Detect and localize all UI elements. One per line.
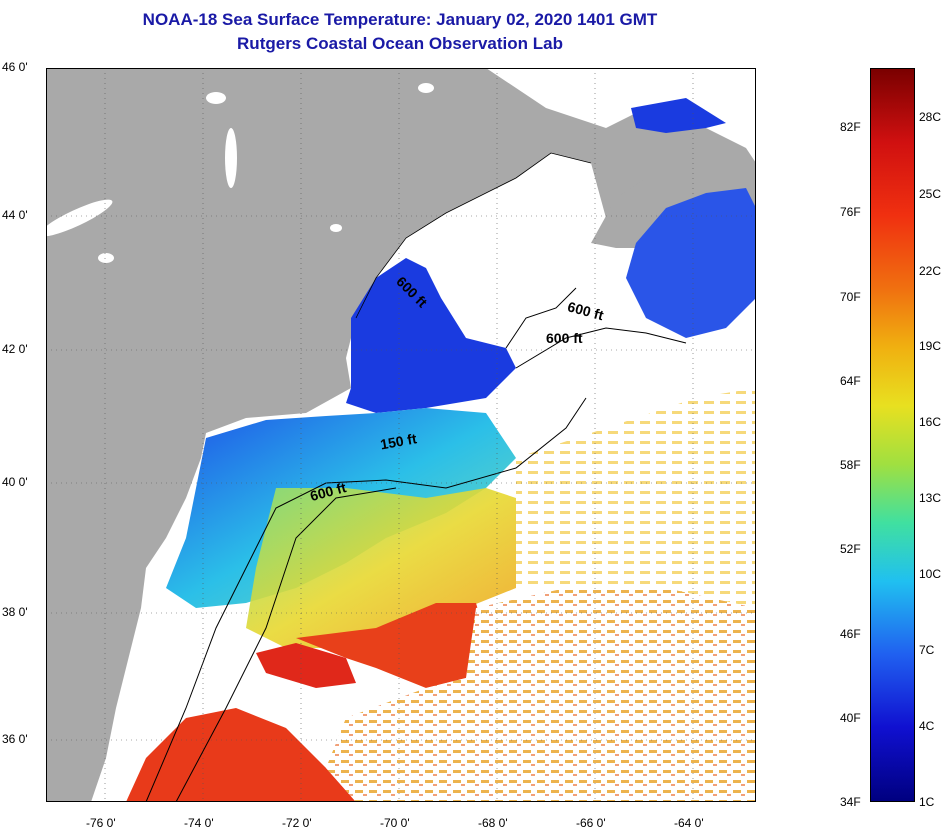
colorbar-f-label: 46F	[840, 627, 861, 641]
coastline	[355, 152, 592, 319]
gulf-stream-eddy	[256, 643, 356, 688]
lon-label: -64 0'	[674, 816, 704, 830]
lon-label: -68 0'	[478, 816, 508, 830]
colorbar-c-label: 1C	[919, 795, 935, 809]
colorbar-c-label: 10C	[919, 567, 942, 581]
lon-label: -70 0'	[380, 816, 410, 830]
colorbar-f-label: 40F	[840, 711, 861, 725]
map-title: NOAA-18 Sea Surface Temperature: January…	[142, 10, 658, 29]
lat-label: 42 0'	[2, 342, 28, 356]
colorbar-c-label: 19C	[919, 339, 942, 353]
lon-label: -74 0'	[184, 816, 214, 830]
gulf-stream-core	[296, 603, 486, 688]
map-border	[46, 68, 756, 802]
sst-map: 600 ft 600 ft 600 ft 150 ft 600 ft	[39, 68, 756, 803]
lon-label: -76 0'	[86, 816, 116, 830]
cold-water-gulf-of-maine	[346, 258, 516, 413]
map-subtitle: Rutgers Coastal Ocean Observation Lab	[237, 34, 563, 53]
lat-label: 36 0'	[2, 732, 28, 746]
colorbar-f-label: 70F	[840, 290, 861, 304]
colorbar-f-label: 34F	[840, 795, 861, 809]
colorbar-c-label: 22C	[919, 264, 942, 278]
colorbar-f-label: 58F	[840, 458, 861, 472]
colorbar-c-label: 25C	[919, 187, 942, 201]
lon-label: -72 0'	[282, 816, 312, 830]
isobath-label: 150 ft	[379, 430, 418, 452]
colorbar-f-label: 52F	[840, 542, 861, 556]
lat-label: 38 0'	[2, 605, 28, 619]
colorbar-f-label: 64F	[840, 374, 861, 388]
cold-water-nova-scotia	[626, 188, 756, 338]
colorbar-c-label: 13C	[919, 491, 942, 505]
lat-label: 40 0'	[2, 475, 28, 489]
lat-label: 44 0'	[2, 208, 28, 222]
cold-water-scotian	[631, 98, 726, 133]
land-nova-scotia	[591, 158, 756, 248]
colorbar-c-label: 4C	[919, 719, 935, 733]
sst-map-svg: 600 ft 600 ft 600 ft 150 ft 600 ft	[39, 68, 756, 803]
gulf-stream-south	[126, 708, 356, 802]
isobath-label: 600 ft	[546, 330, 583, 346]
land-north-america	[46, 68, 756, 802]
temperature-colorbar	[870, 68, 915, 802]
colorbar-c-label: 28C	[919, 110, 942, 124]
lat-lon-grid	[46, 68, 756, 802]
warm-ocean-speckle	[326, 588, 756, 802]
colorbar-f-label: 82F	[840, 120, 861, 134]
colorbar-c-label: 7C	[919, 643, 935, 657]
colorbar-f-label: 76F	[840, 205, 861, 219]
colorbar-c-label: 16C	[919, 415, 942, 429]
lat-label: 46 0'	[2, 60, 28, 74]
lon-label: -66 0'	[576, 816, 606, 830]
ocean-speckle-east	[516, 388, 756, 608]
lakes	[39, 83, 434, 263]
